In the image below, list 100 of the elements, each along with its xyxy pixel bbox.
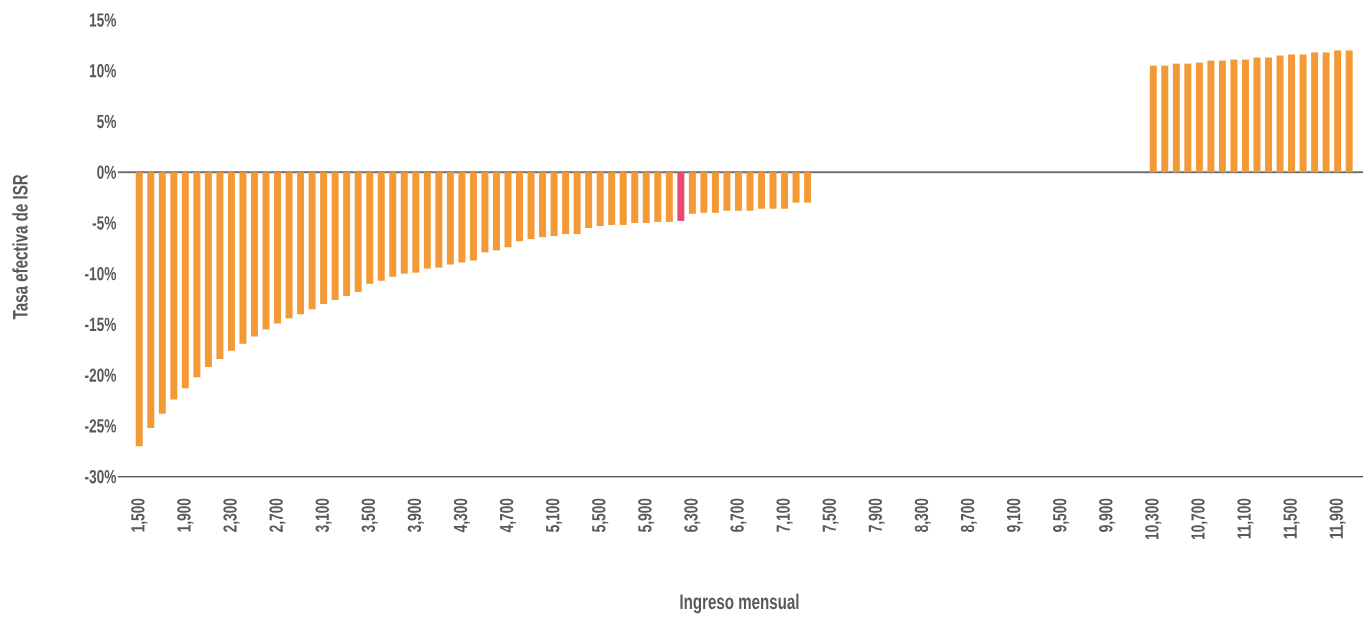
y-tick-label: 5% — [97, 114, 117, 129]
bar — [619, 172, 627, 226]
bar — [297, 172, 305, 315]
bar — [516, 172, 524, 242]
y-tick-label: 10% — [89, 64, 117, 78]
bar — [354, 172, 362, 293]
y-tick-label: -15% — [85, 317, 117, 332]
x-tick-label: 9,100 — [1006, 498, 1024, 533]
bar — [781, 172, 789, 209]
bar — [654, 172, 662, 223]
bar — [492, 172, 500, 251]
bar — [1311, 52, 1319, 173]
bar — [1253, 57, 1261, 173]
bar — [1276, 55, 1284, 173]
bar — [746, 172, 754, 211]
y-tick-label: -20% — [85, 368, 117, 383]
bar — [804, 172, 812, 203]
bar — [723, 172, 731, 211]
bar — [377, 172, 385, 281]
bar — [458, 172, 466, 263]
bar — [331, 172, 339, 301]
bar — [734, 172, 742, 211]
bar — [446, 172, 454, 265]
bar — [147, 172, 155, 429]
bar — [677, 172, 685, 222]
bar — [412, 172, 420, 273]
y-axis-title: Tasa efectiva de ISR — [12, 174, 28, 320]
bar — [366, 172, 374, 284]
y-tick-label: -5% — [92, 216, 117, 230]
bar — [1265, 57, 1273, 173]
x-tick-label: 5,100 — [545, 498, 563, 533]
x-tick-label: 7,900 — [868, 498, 885, 532]
x-tick-label: 4,300 — [453, 498, 470, 533]
bar — [343, 172, 351, 297]
bar — [320, 172, 328, 305]
bar — [1322, 52, 1330, 173]
bar — [1184, 63, 1192, 173]
x-tick-label: 10,700 — [1191, 498, 1208, 540]
bar — [1161, 65, 1169, 173]
bar — [504, 172, 512, 248]
bar — [400, 172, 408, 274]
bar — [250, 172, 258, 337]
bar — [1207, 60, 1215, 173]
bar — [181, 172, 189, 389]
y-tick-label: 15% — [89, 13, 117, 27]
bar — [285, 172, 293, 319]
bar — [550, 172, 558, 237]
bar — [481, 172, 489, 253]
bar — [573, 172, 581, 235]
x-tick-label: 6,300 — [684, 498, 701, 533]
x-tick-label: 8,300 — [914, 498, 931, 533]
x-tick-label: 3,900 — [407, 498, 424, 533]
x-tick-label: 9,900 — [1099, 498, 1116, 533]
bar — [792, 172, 800, 203]
bar — [435, 172, 443, 268]
bar — [204, 172, 212, 368]
x-axis-title: Ingreso mensual — [680, 593, 799, 614]
bar — [1288, 54, 1296, 173]
x-tick-label: 3,100 — [315, 498, 332, 533]
bar — [216, 172, 224, 360]
bar — [389, 172, 397, 277]
bar — [1172, 63, 1180, 173]
bar — [562, 172, 570, 235]
bar — [274, 172, 282, 324]
bar — [1241, 59, 1249, 173]
x-tick-label: 8,700 — [960, 498, 978, 533]
x-tick-label: 4,700 — [499, 498, 517, 533]
bar — [1299, 54, 1307, 173]
bar — [665, 172, 673, 223]
bar — [1218, 60, 1226, 173]
x-tick-label: 7,100 — [776, 498, 793, 532]
bar — [1149, 65, 1157, 173]
bar — [170, 172, 178, 400]
bar — [1230, 59, 1238, 173]
y-tick-label: -25% — [85, 419, 117, 433]
bar — [158, 172, 166, 414]
x-tick-label: 1,900 — [177, 498, 194, 532]
bar — [1345, 50, 1353, 173]
bar — [308, 172, 316, 310]
x-tick-label: 1,500 — [131, 498, 148, 532]
bar — [539, 172, 547, 238]
x-tick-label: 5,500 — [592, 498, 609, 533]
bar — [239, 172, 247, 344]
x-tick-label: 7,500 — [822, 498, 839, 532]
x-tick-label: 11,500 — [1283, 498, 1300, 539]
bar — [1334, 50, 1342, 173]
x-tick-label: 5,900 — [638, 498, 655, 533]
bar — [227, 172, 235, 351]
y-tick-label: -30% — [85, 470, 117, 484]
bar — [585, 172, 593, 229]
y-tick-label: -10% — [85, 267, 117, 281]
x-tick-label: 2,700 — [269, 498, 286, 533]
x-tick-label: 2,300 — [223, 498, 240, 533]
bar — [527, 172, 535, 240]
bar — [688, 172, 696, 214]
bar — [193, 172, 201, 378]
x-tick-label: 11,900 — [1329, 498, 1346, 539]
x-tick-label: 11,100 — [1237, 498, 1254, 539]
y-tick-label: 0% — [97, 165, 117, 180]
bar — [135, 172, 143, 447]
